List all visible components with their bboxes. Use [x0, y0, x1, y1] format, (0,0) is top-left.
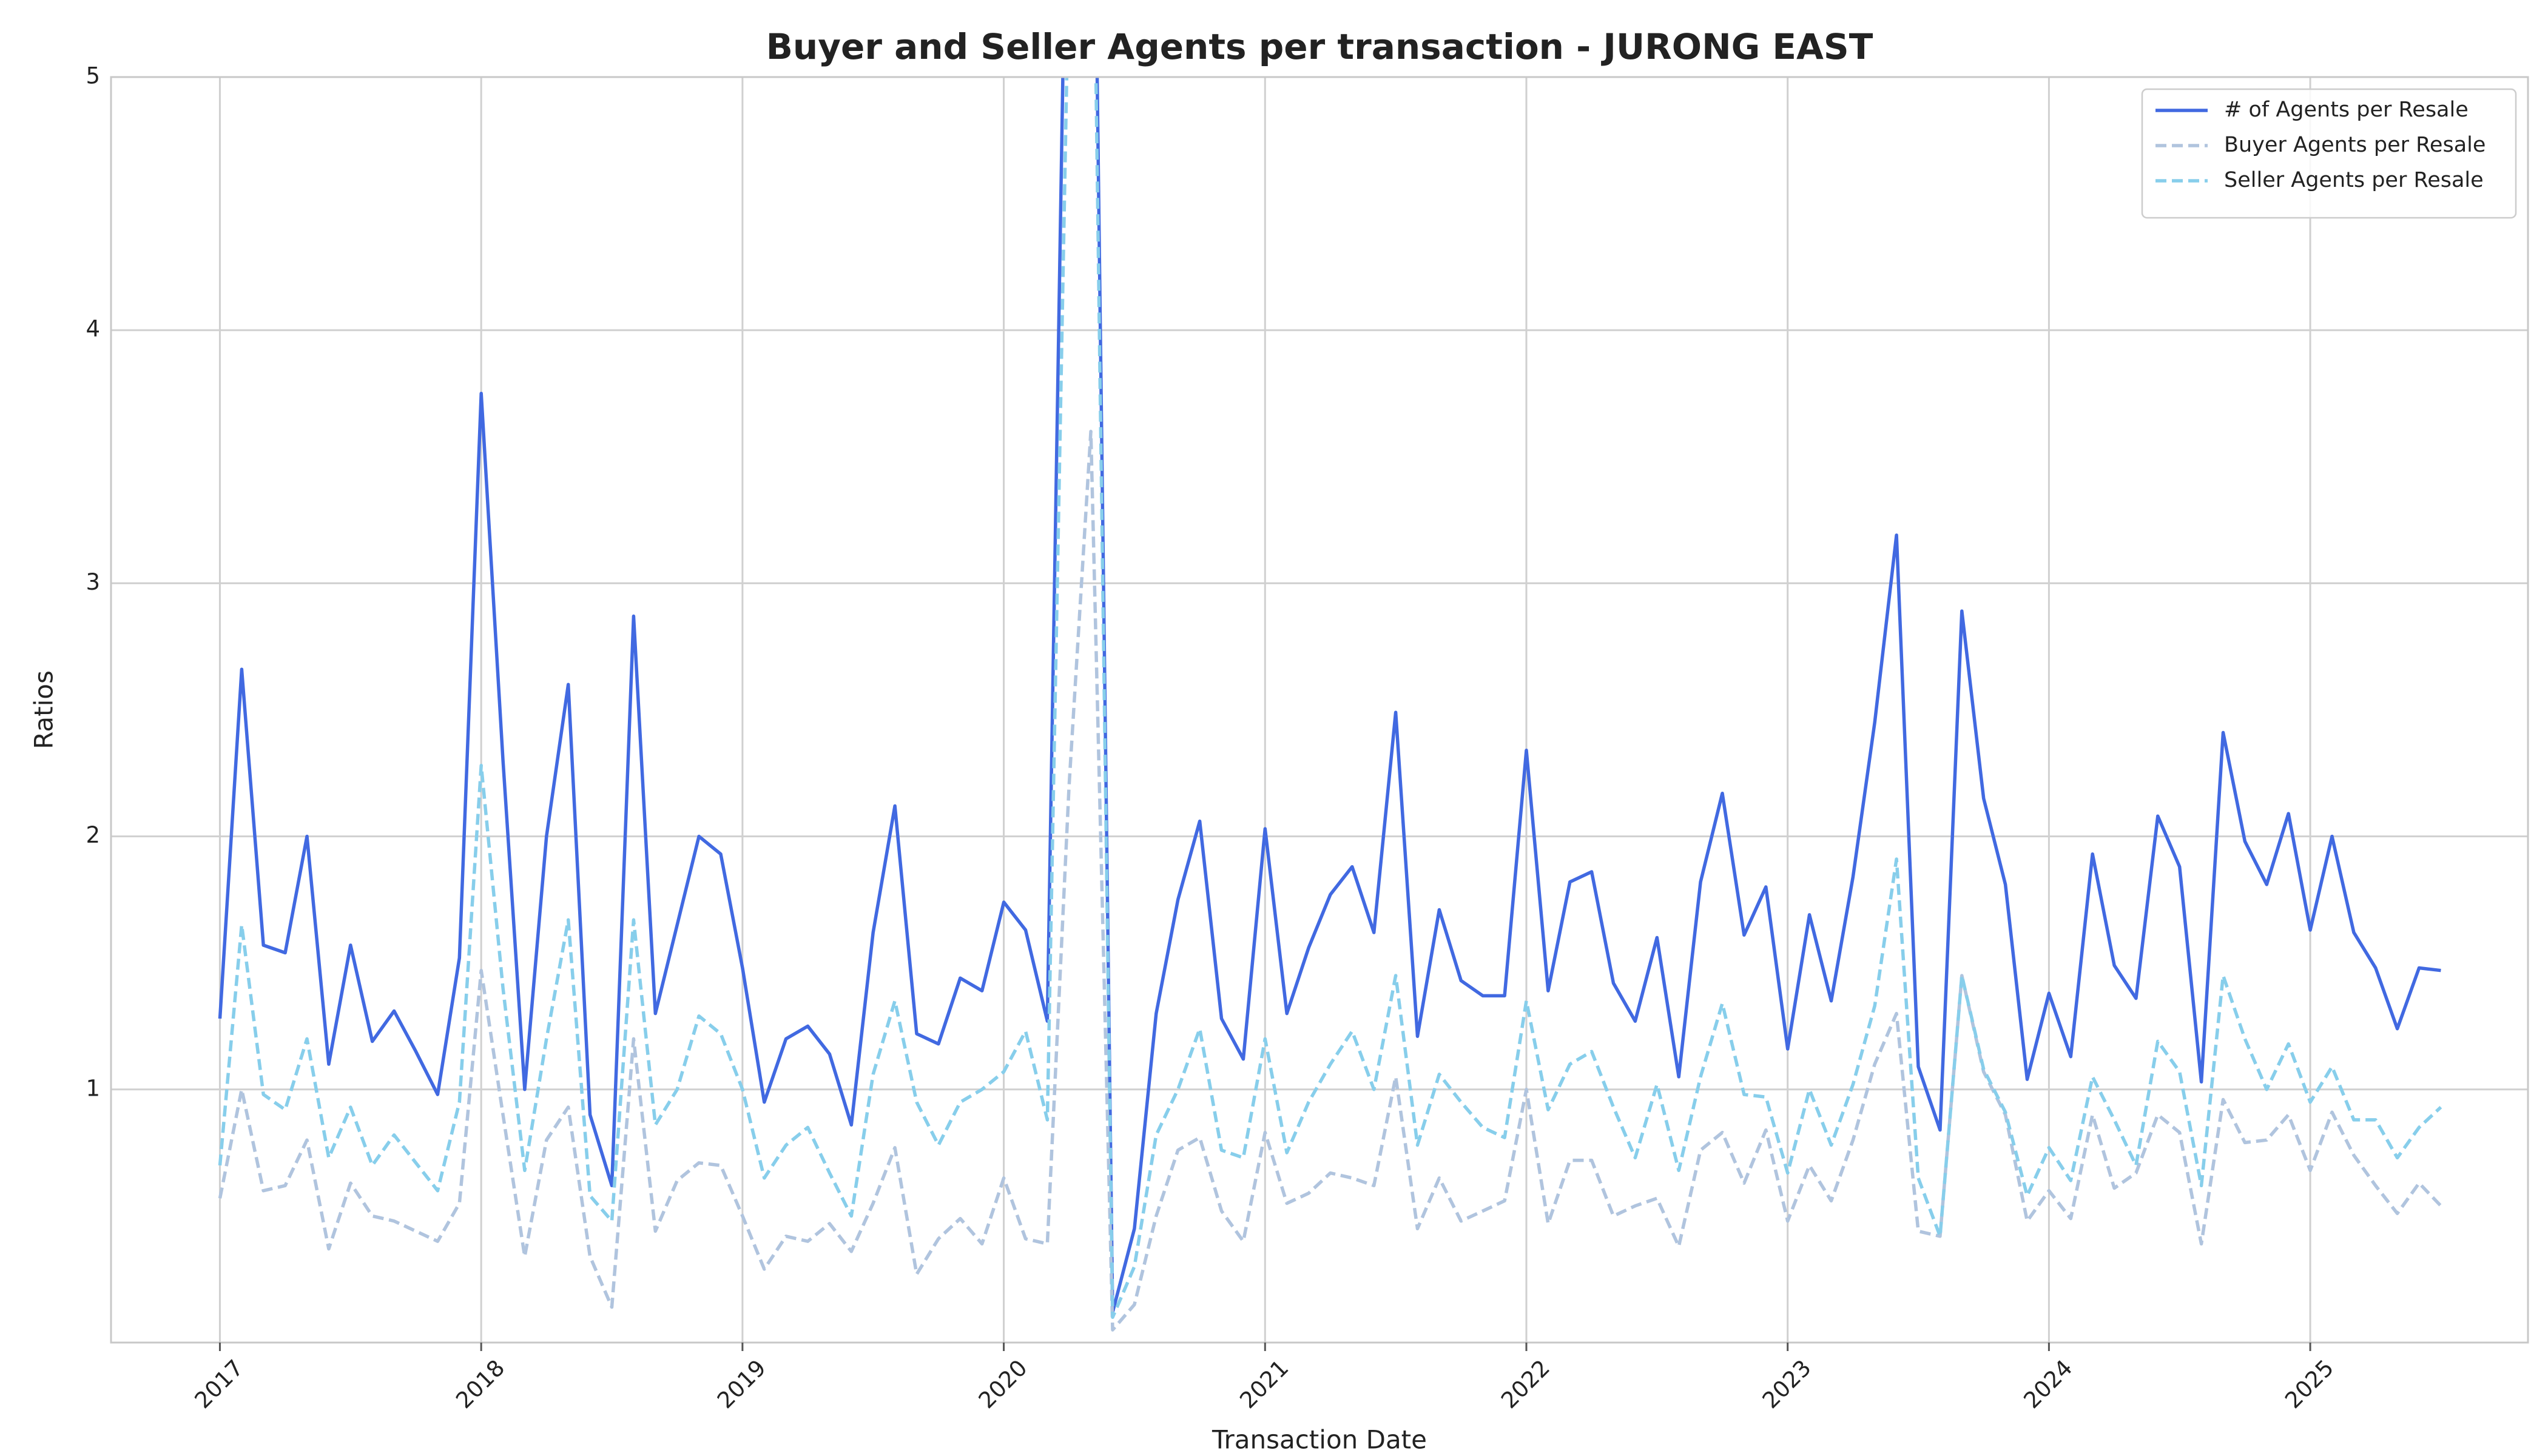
plot-area — [218, 77, 2442, 1332]
plot-frame — [110, 76, 2529, 1344]
series-line — [218, 430, 2442, 1332]
x-axis-label: Transaction Date — [1212, 1425, 1427, 1455]
series-line — [218, 77, 2442, 1320]
y-tick-label: 3 — [86, 569, 100, 595]
legend-label: # of Agents per Resale — [2224, 98, 2469, 122]
y-tick-label: 4 — [86, 316, 100, 342]
y-axis-label: Ratios — [29, 670, 59, 749]
legend-label: Buyer Agents per Resale — [2224, 133, 2486, 157]
legend-label: Seller Agents per Resale — [2224, 168, 2484, 192]
chart-title: Buyer and Seller Agents per transaction … — [766, 26, 1873, 67]
y-tick-label: 5 — [86, 63, 100, 89]
series-line — [218, 77, 2441, 1314]
y-tick-label: 2 — [86, 822, 100, 848]
legend: # of Agents per Resale Buyer Agents per R… — [2141, 88, 2517, 219]
legend-box — [2141, 88, 2517, 219]
y-tick-label: 1 — [86, 1075, 100, 1101]
